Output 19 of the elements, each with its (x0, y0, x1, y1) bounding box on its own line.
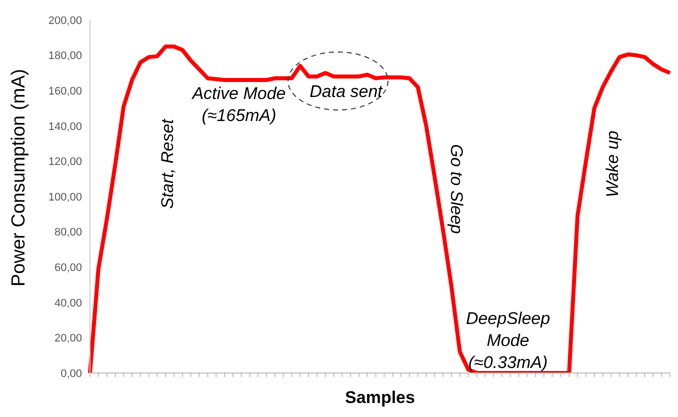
y-tick-label: 200,00 (48, 14, 82, 27)
y-tick-label: 100,00 (48, 191, 82, 204)
annotation: Active Mode (≈165mA) (190, 83, 287, 127)
x-axis-title: Samples (345, 388, 415, 407)
y-tick-label: 80,00 (54, 226, 82, 239)
annotation: Start, Reset (157, 118, 178, 211)
annotation: DeepSleep Mode (≈0.33mA) (464, 308, 552, 374)
y-tick-label: 60,00 (54, 262, 82, 274)
annotation: Data sent (308, 81, 384, 103)
y-tick-label: 0,00 (60, 368, 82, 380)
y-axis-title: Power Consumption (mA) (8, 68, 30, 286)
y-tick-label: 160,00 (48, 86, 82, 98)
y-tick-label: 140,00 (48, 120, 82, 133)
y-tick-label: 180,00 (48, 50, 82, 62)
annotation: Wake up (602, 130, 623, 200)
annotation: Go to Sleep (446, 143, 467, 236)
y-tick-label: 20,00 (54, 332, 82, 345)
y-tick-label: 120,00 (48, 156, 82, 168)
y-tick-label: 40,00 (54, 297, 82, 310)
